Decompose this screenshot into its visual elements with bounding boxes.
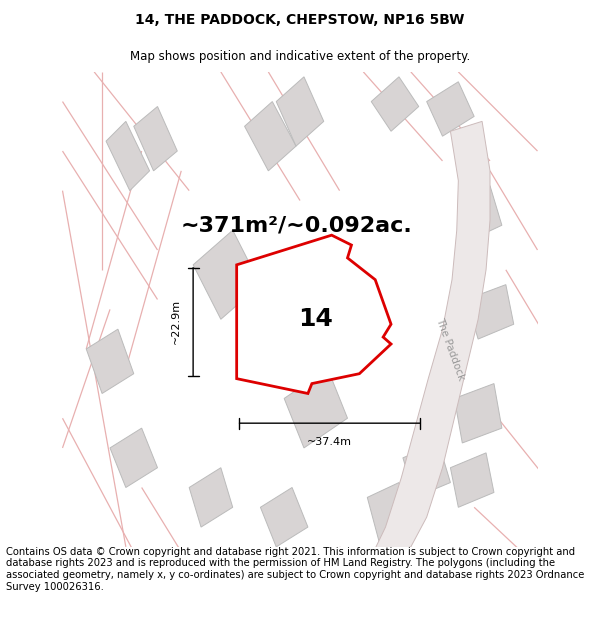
Polygon shape — [260, 488, 308, 547]
Polygon shape — [367, 482, 411, 542]
Text: Map shows position and indicative extent of the property.: Map shows position and indicative extent… — [130, 49, 470, 62]
Polygon shape — [245, 101, 296, 171]
Polygon shape — [371, 77, 419, 131]
Text: ~37.4m: ~37.4m — [307, 438, 352, 448]
Polygon shape — [403, 443, 451, 498]
Text: ~371m²/~0.092ac.: ~371m²/~0.092ac. — [180, 215, 412, 235]
Polygon shape — [134, 106, 177, 171]
Polygon shape — [451, 453, 494, 508]
Polygon shape — [193, 230, 260, 319]
Polygon shape — [86, 329, 134, 394]
Polygon shape — [458, 186, 502, 240]
Text: ~22.9m: ~22.9m — [171, 299, 181, 344]
Polygon shape — [466, 284, 514, 339]
Polygon shape — [276, 77, 324, 146]
Polygon shape — [427, 82, 474, 136]
Polygon shape — [106, 121, 149, 191]
Text: Contains OS data © Crown copyright and database right 2021. This information is : Contains OS data © Crown copyright and d… — [6, 547, 584, 592]
Polygon shape — [110, 428, 157, 488]
Polygon shape — [236, 235, 391, 394]
Polygon shape — [454, 384, 502, 443]
Text: 14, THE PADDOCK, CHEPSTOW, NP16 5BW: 14, THE PADDOCK, CHEPSTOW, NP16 5BW — [136, 13, 464, 27]
Polygon shape — [284, 369, 347, 448]
Polygon shape — [371, 121, 490, 557]
Text: 14: 14 — [298, 308, 333, 331]
Text: The Paddock: The Paddock — [434, 316, 466, 382]
Polygon shape — [189, 468, 233, 527]
